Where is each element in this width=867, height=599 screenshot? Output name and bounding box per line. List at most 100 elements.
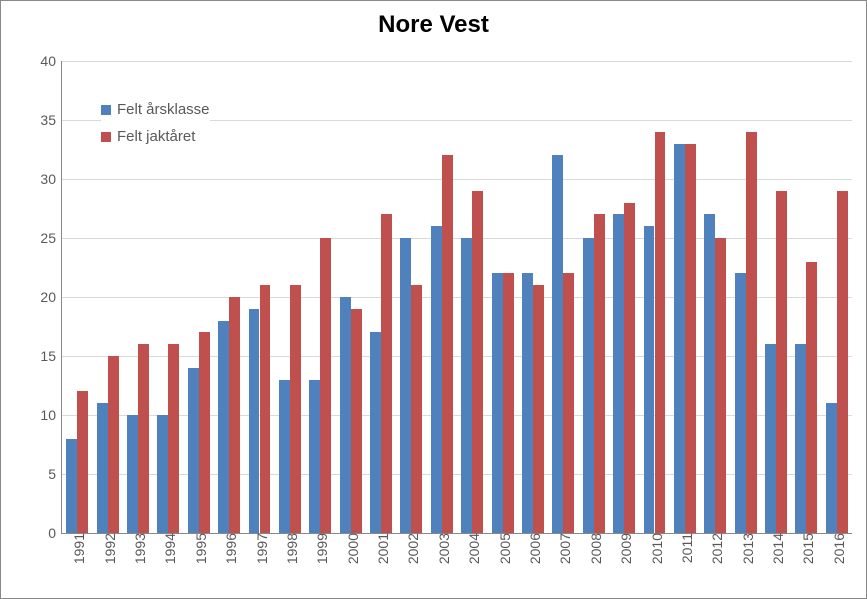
x-tick-label: 1994 [158,533,178,564]
bar [260,285,271,533]
gridline [62,474,852,475]
gridline [62,238,852,239]
bar [351,309,362,533]
bar [290,285,301,533]
x-tick-label: 2004 [462,533,482,564]
bar [492,273,503,533]
bar [503,273,514,533]
gridline [62,179,852,180]
x-tick-label: 2015 [796,533,816,564]
legend-label: Felt jaktåret [117,128,195,145]
x-tick-label: 2006 [523,533,543,564]
x-tick-label: 2012 [705,533,725,564]
bar [735,273,746,533]
legend-item: Felt jaktåret [101,128,210,145]
bar [826,403,837,533]
bar [776,191,787,533]
bar [411,285,422,533]
x-tick-label: 1992 [98,533,118,564]
bar [552,155,563,533]
x-tick-label: 2003 [432,533,452,564]
bar [583,238,594,533]
bar [563,273,574,533]
bar [795,344,806,533]
legend-swatch [101,105,111,115]
bar [400,238,411,533]
bar [704,214,715,533]
x-tick-label: 1996 [219,533,239,564]
bar [613,214,624,533]
y-tick-label: 10 [40,407,62,423]
bar [218,321,229,533]
chart-container: Nore Vest 051015202530354019911992199319… [0,0,867,599]
x-tick-label: 2008 [584,533,604,564]
bar [77,391,88,533]
bar [685,144,696,533]
bar [97,403,108,533]
bar [765,344,776,533]
x-tick-label: 2009 [614,533,634,564]
bar [229,297,240,533]
bar [320,238,331,533]
x-tick-label: 2001 [371,533,391,564]
bar [309,380,320,533]
bar [370,332,381,533]
x-tick-label: 2007 [553,533,573,564]
y-tick-label: 30 [40,171,62,187]
gridline [62,356,852,357]
y-tick-label: 20 [40,289,62,305]
bar [381,214,392,533]
x-tick-label: 1999 [310,533,330,564]
bar [66,439,77,533]
x-tick-label: 1991 [67,533,87,564]
bar [461,238,472,533]
x-tick-label: 2005 [493,533,513,564]
legend-swatch [101,132,111,142]
bar [188,368,199,533]
bar [522,273,533,533]
gridline [62,415,852,416]
x-tick-label: 1995 [189,533,209,564]
bar [340,297,351,533]
x-tick-label: 1998 [280,533,300,564]
bar [199,332,210,533]
x-tick-label: 2010 [645,533,665,564]
bar [644,226,655,533]
x-tick-label: 1997 [250,533,270,564]
bar [533,285,544,533]
x-tick-label: 2014 [766,533,786,564]
x-tick-label: 2002 [401,533,421,564]
legend: Felt årsklasse Felt jaktåret [101,101,210,145]
y-tick-label: 35 [40,112,62,128]
bar [837,191,848,533]
bar [594,214,605,533]
x-tick-label: 2000 [341,533,361,564]
bar [157,415,168,533]
bar [279,380,290,533]
bar [806,262,817,533]
legend-item: Felt årsklasse [101,101,210,118]
bar [108,356,119,533]
x-tick-label: 2011 [675,533,695,563]
gridline [62,297,852,298]
y-tick-label: 25 [40,230,62,246]
bar [138,344,149,533]
bar [472,191,483,533]
bar [655,132,666,533]
bar [674,144,685,533]
x-tick-label: 1993 [128,533,148,564]
x-tick-label: 2016 [827,533,847,564]
bar [431,226,442,533]
bar [168,344,179,533]
gridline [62,61,852,62]
bar [746,132,757,533]
y-tick-label: 0 [48,525,62,541]
chart-title: Nore Vest [1,11,866,39]
bar [249,309,260,533]
bar [715,238,726,533]
legend-label: Felt årsklasse [117,101,210,118]
y-tick-label: 15 [40,348,62,364]
bar [127,415,138,533]
bar [442,155,453,533]
y-tick-label: 5 [48,466,62,482]
